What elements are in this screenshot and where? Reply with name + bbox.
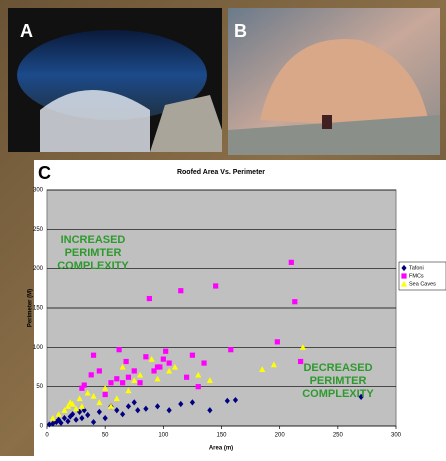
y-tick-label: 50 (36, 384, 43, 390)
annotation: PERIMTER (65, 247, 122, 259)
x-tick-label: 50 (102, 433, 109, 439)
point (196, 384, 201, 389)
point (289, 260, 294, 265)
x-axis-label: Area (m) (209, 446, 233, 452)
point (213, 283, 218, 288)
point (157, 364, 162, 369)
point (275, 339, 280, 344)
annotation: INCREASED (61, 234, 126, 246)
point (201, 360, 206, 365)
point (124, 359, 129, 364)
point (161, 357, 166, 362)
point (184, 375, 189, 380)
annotation: COMPLEXITY (57, 260, 129, 272)
point (82, 382, 87, 387)
x-tick-label: 150 (216, 433, 227, 439)
legend-label: Tafoni (409, 265, 424, 271)
point (120, 380, 125, 385)
legend-label: Sea Caves (409, 281, 436, 287)
photo-a (8, 8, 222, 152)
point (132, 368, 137, 373)
chart-title: Roofed Area Vs. Perimeter (177, 169, 265, 176)
photo-person (322, 115, 332, 129)
y-tick-label: 150 (33, 306, 44, 312)
panel-label: A (20, 21, 33, 41)
point (103, 392, 108, 397)
x-tick-label: 300 (391, 433, 402, 439)
y-tick-label: 300 (33, 188, 44, 194)
point (114, 376, 119, 381)
point (126, 375, 131, 380)
legend: Tafoni FMCs Sea Caves (399, 262, 446, 290)
annotation: DECREASED (303, 362, 372, 374)
point (178, 288, 183, 293)
point (91, 353, 96, 358)
point (298, 359, 303, 364)
point (97, 368, 102, 373)
legend-label: FMCs (409, 273, 424, 279)
x-tick-label: 250 (333, 433, 344, 439)
legend-marker (401, 273, 406, 278)
point (147, 296, 152, 301)
point (108, 380, 113, 385)
annotation: COMPLEXITY (302, 388, 374, 400)
point (137, 380, 142, 385)
photo-b (228, 8, 440, 155)
y-tick-label: 250 (33, 227, 44, 233)
y-tick-label: 200 (33, 266, 44, 272)
point (117, 347, 122, 352)
x-tick-label: 100 (158, 433, 169, 439)
point (228, 347, 233, 352)
annotation: PERIMTER (310, 375, 367, 387)
panel-label: C (38, 163, 51, 183)
y-tick-label: 100 (33, 345, 44, 351)
point (167, 360, 172, 365)
point (143, 354, 148, 359)
x-tick-label: 200 (275, 433, 286, 439)
panel-label: B (234, 21, 247, 41)
point (163, 349, 168, 354)
point (89, 372, 94, 377)
point (292, 299, 297, 304)
figure: A B C Roofed Area Vs. Perimeter Area (m)… (0, 0, 446, 456)
point (190, 353, 195, 358)
